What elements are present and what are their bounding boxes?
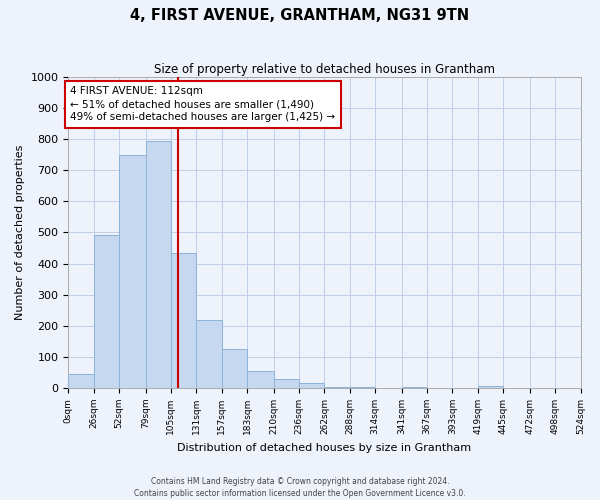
- Text: Contains HM Land Registry data © Crown copyright and database right 2024.
Contai: Contains HM Land Registry data © Crown c…: [134, 476, 466, 498]
- Bar: [94, 236, 119, 388]
- Text: 4 FIRST AVENUE: 112sqm
← 51% of detached houses are smaller (1,490)
49% of semi-: 4 FIRST AVENUE: 112sqm ← 51% of detached…: [70, 86, 335, 122]
- Text: 4, FIRST AVENUE, GRANTHAM, NG31 9TN: 4, FIRST AVENUE, GRANTHAM, NG31 9TN: [130, 8, 470, 22]
- Bar: [196, 320, 222, 388]
- Bar: [325, 386, 350, 388]
- Bar: [222, 349, 247, 388]
- Bar: [274, 378, 299, 388]
- Bar: [247, 371, 274, 388]
- Bar: [350, 386, 375, 388]
- Bar: [119, 154, 146, 388]
- Title: Size of property relative to detached houses in Grantham: Size of property relative to detached ho…: [154, 62, 495, 76]
- Y-axis label: Number of detached properties: Number of detached properties: [15, 144, 25, 320]
- Bar: [478, 386, 503, 388]
- X-axis label: Distribution of detached houses by size in Grantham: Distribution of detached houses by size …: [178, 442, 472, 452]
- Bar: [171, 252, 196, 388]
- Bar: [299, 384, 325, 388]
- Bar: [68, 374, 94, 388]
- Bar: [146, 140, 171, 388]
- Bar: [401, 386, 427, 388]
